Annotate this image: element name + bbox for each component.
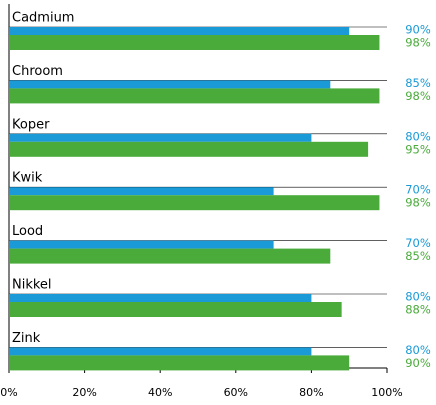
x-tick-label: 100% bbox=[371, 386, 402, 399]
bar bbox=[9, 88, 380, 104]
x-tick-label: 60% bbox=[224, 386, 248, 399]
bar bbox=[9, 294, 312, 302]
bar bbox=[9, 187, 274, 196]
category-label: Koper bbox=[12, 117, 50, 132]
x-tick-label: 40% bbox=[148, 386, 172, 399]
value-label: 98% bbox=[405, 89, 431, 103]
value-label: 80% bbox=[405, 290, 431, 304]
value-label: 80% bbox=[405, 129, 431, 143]
value-label: 88% bbox=[405, 303, 431, 317]
value-label: 98% bbox=[405, 36, 431, 50]
bar bbox=[9, 248, 331, 264]
bar bbox=[9, 347, 312, 356]
bar bbox=[9, 302, 342, 317]
value-label: 85% bbox=[405, 249, 431, 263]
value-label: 70% bbox=[405, 183, 431, 197]
bar bbox=[9, 355, 350, 371]
value-label: 85% bbox=[405, 76, 431, 90]
category-label: Kwik bbox=[12, 171, 43, 186]
value-label: 70% bbox=[405, 236, 431, 250]
bar bbox=[9, 133, 312, 142]
x-tick-label: 20% bbox=[72, 386, 96, 399]
category-label: Nikkel bbox=[12, 278, 52, 293]
bar bbox=[9, 195, 380, 211]
bar bbox=[9, 80, 331, 89]
x-tick-label: 80% bbox=[299, 386, 323, 399]
category-label: Zink bbox=[12, 331, 41, 346]
bar bbox=[9, 141, 369, 157]
value-label: 90% bbox=[405, 23, 431, 37]
category-label: Chroom bbox=[12, 64, 63, 79]
value-label: 80% bbox=[405, 343, 431, 357]
category-label: Lood bbox=[12, 224, 43, 239]
bar bbox=[9, 27, 350, 35]
bar bbox=[9, 35, 380, 50]
value-label: 98% bbox=[405, 196, 431, 210]
value-label: 90% bbox=[405, 356, 431, 370]
value-label: 95% bbox=[405, 142, 431, 156]
bar bbox=[9, 240, 274, 249]
x-tick-label: 0% bbox=[0, 386, 17, 399]
category-label: Cadmium bbox=[12, 11, 74, 26]
